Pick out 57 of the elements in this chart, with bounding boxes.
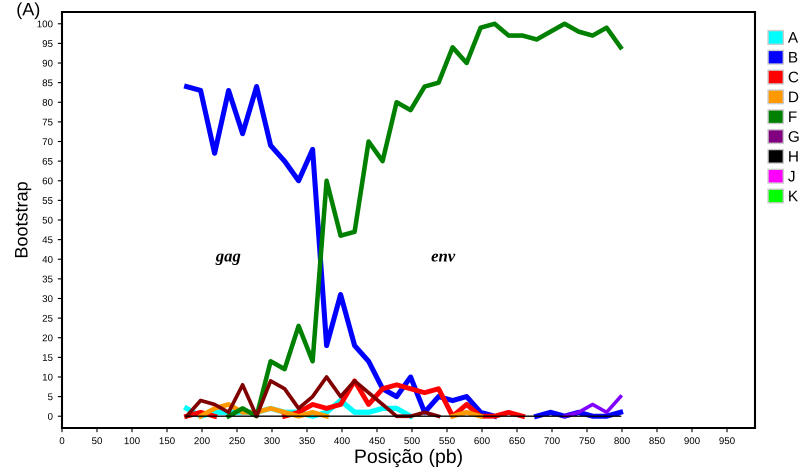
legend-label: B	[789, 52, 798, 62]
y-tick-label: 90	[42, 60, 53, 67]
legend-label: D	[789, 92, 798, 102]
y-tick-label: 100	[37, 20, 53, 28]
x-tick-label: 400	[334, 437, 350, 444]
y-tick-label: 5	[48, 393, 53, 400]
annotation: gag	[216, 254, 240, 265]
y-tick-label: 65	[42, 158, 53, 165]
y-tick-label: 60	[42, 177, 53, 184]
x-tick-label: 950	[719, 437, 735, 444]
x-tick-label: 750	[579, 437, 595, 444]
y-tick-label: 55	[42, 197, 53, 204]
legend-label: H	[789, 151, 798, 162]
x-tick-label: 900	[684, 437, 700, 444]
y-tick-label: 40	[42, 256, 53, 263]
chart-title: (A)	[17, 2, 40, 20]
x-tick-label: 150	[160, 437, 175, 444]
y-tick-label: 20	[42, 334, 53, 342]
x-tick-label: 250	[229, 437, 245, 444]
x-axis-title: Posição (pb)	[356, 448, 462, 468]
y-tick-label: 0	[48, 412, 53, 420]
y-tick-label: 10	[42, 374, 53, 381]
y-tick-label: 80	[42, 99, 53, 106]
legend-label: F	[789, 111, 797, 122]
y-axis-title: Bootstrap	[15, 182, 32, 258]
x-tick-label: 700	[544, 437, 560, 444]
x-tick-label: 0	[60, 437, 64, 444]
legend-label: A	[788, 32, 798, 43]
line-series	[184, 375, 440, 418]
x-tick-label: 600	[474, 437, 490, 444]
x-tick-label: 300	[264, 437, 280, 444]
y-tick-label: 70	[42, 138, 53, 146]
y-tick-label: 50	[42, 216, 53, 224]
x-tick-label: 200	[194, 437, 210, 444]
x-tick-label: 500	[404, 437, 420, 444]
y-tick-label: 75	[42, 118, 53, 126]
x-tick-label: 450	[369, 437, 385, 444]
legend-label: C	[788, 72, 798, 82]
x-tick-label: 650	[509, 437, 525, 444]
y-tick-label: 35	[42, 276, 53, 282]
y-tick-label: 25	[42, 314, 53, 322]
y-tick-label: 45	[42, 236, 53, 244]
x-tick-label: 50	[92, 437, 102, 444]
line-series	[562, 394, 622, 418]
y-tick-label: 85	[42, 79, 53, 86]
legend-label: G	[788, 131, 799, 142]
y-tick-label: 15	[42, 354, 53, 361]
y-tick-label: 30	[42, 295, 53, 302]
annotation: env	[432, 254, 456, 262]
y-tick-label: 95	[42, 40, 53, 48]
x-tick-label: 800	[614, 437, 630, 444]
legend-label: K	[789, 190, 798, 202]
legend-label: J	[788, 170, 794, 182]
x-tick-label: 850	[649, 437, 665, 444]
x-tick-label: 100	[124, 437, 140, 444]
x-tick-label: 350	[299, 437, 315, 444]
x-tick-label: 550	[439, 437, 455, 444]
